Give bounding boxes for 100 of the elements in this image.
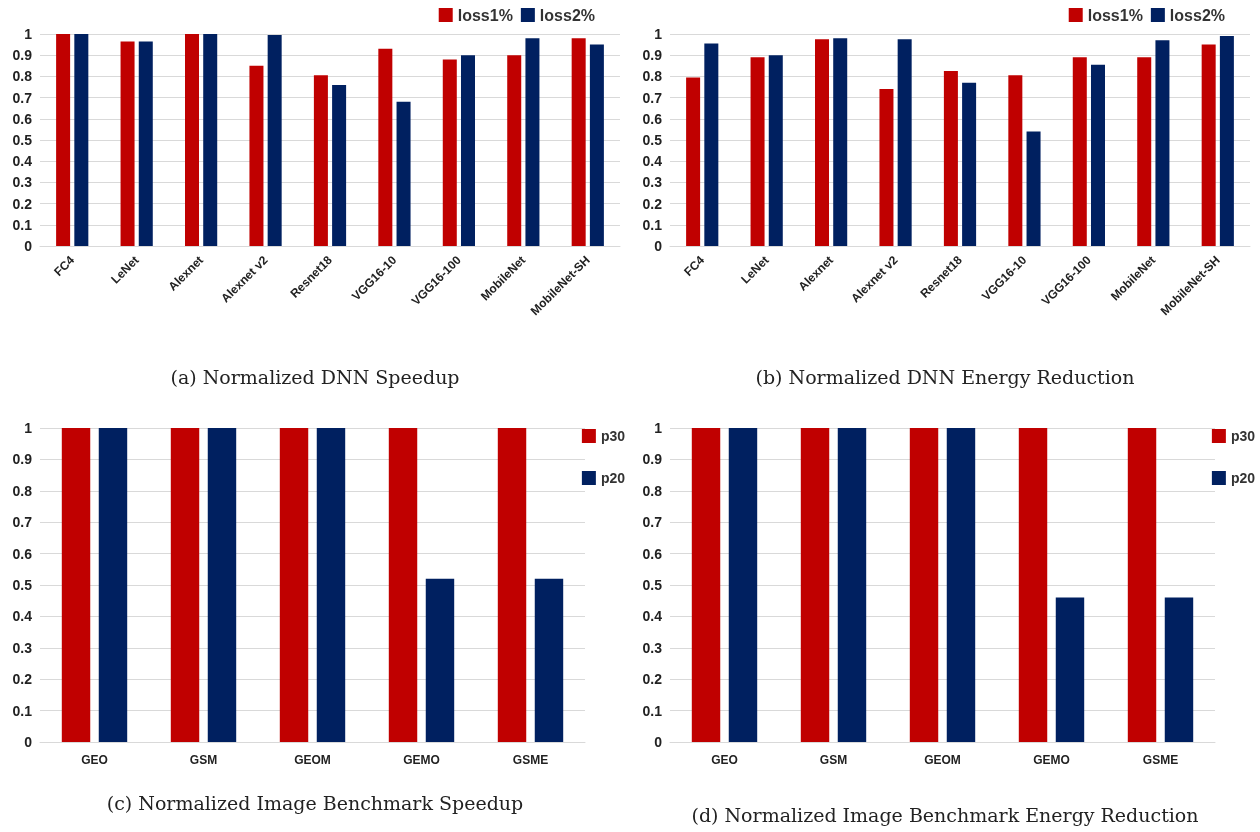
y-tick-label: 0.9 — [12, 47, 33, 64]
y-tick-label: 0 — [24, 734, 33, 750]
bar — [686, 77, 701, 246]
y-tick-label: 0.1 — [12, 702, 33, 719]
y-tick-label: 0.7 — [642, 514, 663, 531]
x-tick-label: GEMO — [403, 753, 440, 767]
y-tick-label: 1 — [654, 26, 663, 42]
bar — [525, 38, 540, 246]
bar — [833, 38, 848, 246]
legend-label: loss2% — [539, 6, 595, 24]
bar — [1008, 75, 1023, 246]
y-tick-label: 0.3 — [642, 639, 663, 656]
x-tick-label: GEO — [711, 753, 738, 767]
bar — [1072, 57, 1087, 246]
bar — [460, 55, 475, 246]
bar — [378, 48, 393, 246]
bar — [571, 38, 586, 246]
y-tick-label: 0.8 — [12, 68, 33, 85]
legend-label: loss1% — [457, 6, 513, 24]
y-tick-label: 0.9 — [642, 47, 663, 64]
legend-label: loss1% — [1087, 6, 1143, 24]
y-tick-label: 1 — [654, 420, 663, 436]
x-tick-label: GEO — [81, 753, 108, 767]
bar — [332, 84, 347, 246]
x-tick-label: FC4 — [51, 252, 78, 279]
bar — [962, 82, 977, 246]
y-tick-label: 0.5 — [642, 132, 663, 148]
y-tick-label: 0.1 — [642, 702, 663, 719]
bar — [1219, 36, 1234, 246]
y-tick-label: 0.3 — [12, 639, 33, 656]
y-tick-label: 0.7 — [12, 89, 33, 106]
y-tick-label: 0 — [654, 238, 663, 254]
x-tick-label: GSME — [1142, 753, 1179, 767]
x-tick-label: FC4 — [681, 252, 708, 279]
bar — [704, 43, 719, 246]
y-tick-label: 0.7 — [12, 514, 33, 531]
bar — [1155, 40, 1170, 246]
legend-label: loss2% — [1169, 6, 1225, 24]
legend-label: p30 — [1230, 428, 1256, 444]
bar — [120, 41, 135, 246]
y-tick-label: 0.1 — [642, 216, 663, 233]
bar — [1201, 44, 1216, 246]
y-tick-label: 0.1 — [12, 216, 33, 233]
y-tick-label: 0 — [24, 238, 33, 254]
y-tick-label: 0.7 — [642, 89, 663, 106]
y-tick-label: 0.4 — [642, 153, 663, 170]
bar — [768, 55, 783, 246]
y-tick-label: 0.3 — [642, 174, 663, 191]
y-tick-label: 0.4 — [642, 608, 663, 625]
legend-label: p20 — [600, 470, 626, 486]
bar — [897, 39, 912, 246]
bar — [442, 59, 457, 246]
y-tick-label: 0.9 — [642, 451, 663, 468]
y-tick-label: 0.4 — [12, 153, 33, 170]
y-tick-label: 0.2 — [12, 195, 33, 212]
y-tick-label: 0.6 — [642, 110, 663, 127]
x-tick-label: GSM — [819, 753, 848, 767]
y-tick-label: 0.6 — [12, 545, 33, 562]
text: (a) Normalized DNN Speedup — [170, 366, 460, 388]
x-tick-label: GSM — [189, 753, 218, 767]
bar — [750, 57, 765, 246]
y-tick-label: 1 — [24, 420, 33, 436]
bar — [943, 71, 958, 246]
y-tick-label: 0.5 — [12, 132, 33, 148]
bar — [203, 34, 218, 246]
y-tick-label: 0.9 — [12, 451, 33, 468]
bar — [507, 55, 522, 246]
bar — [879, 89, 894, 246]
x-tick-label: GSME — [512, 753, 549, 767]
text: (d) Normalized Image Benchmark Energy Reduction — [691, 804, 1199, 826]
y-tick-label: 0.5 — [642, 577, 663, 593]
bar — [249, 65, 264, 246]
y-tick-label: 1 — [24, 26, 33, 42]
y-tick-label: 0.8 — [642, 482, 663, 499]
bar — [1090, 64, 1105, 246]
text: (b) Normalized DNN Energy Reduction — [755, 366, 1135, 388]
bar — [815, 39, 830, 246]
bar — [313, 75, 328, 246]
legend-label: p20 — [1230, 470, 1256, 486]
x-tick-label: GEMO — [1033, 753, 1070, 767]
y-tick-label: 0.4 — [12, 608, 33, 625]
bar — [1026, 131, 1041, 246]
y-tick-label: 0.2 — [642, 195, 663, 212]
bar — [74, 34, 89, 246]
bar — [1137, 57, 1152, 246]
bar — [138, 41, 153, 246]
y-tick-label: 0.6 — [12, 110, 33, 127]
y-tick-label: 0 — [654, 734, 663, 750]
bar — [396, 101, 411, 246]
y-tick-label: 0.2 — [12, 671, 33, 688]
y-tick-label: 0.5 — [12, 577, 33, 593]
y-tick-label: 0.3 — [12, 174, 33, 191]
text: (c) Normalized Image Benchmark Speedup — [106, 792, 524, 814]
bar — [267, 35, 282, 246]
y-tick-label: 0.8 — [642, 68, 663, 85]
legend-label: p30 — [600, 428, 626, 444]
x-tick-label: GEOM — [924, 753, 961, 767]
x-tick-label: GEOM — [294, 753, 331, 767]
bar — [589, 44, 604, 246]
bar — [185, 34, 200, 246]
